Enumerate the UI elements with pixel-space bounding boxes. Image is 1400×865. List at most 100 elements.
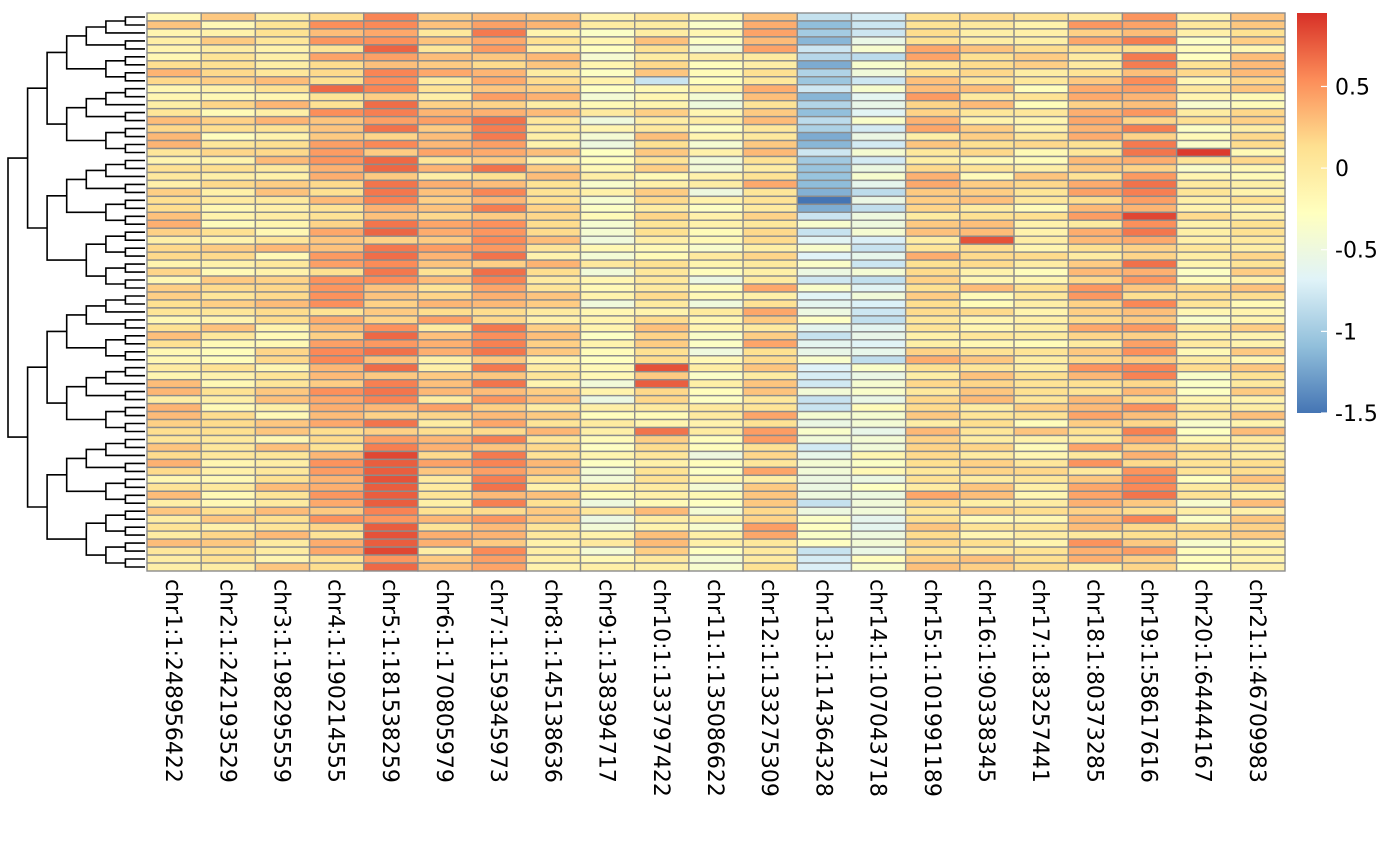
heatmap-cell	[363, 458, 419, 469]
heatmap-cell	[688, 347, 744, 357]
heatmap-cell	[1121, 60, 1178, 70]
heatmap-cell	[308, 259, 365, 269]
heatmap-cell	[308, 386, 365, 397]
dendrogram-branch	[124, 40, 145, 50]
dendrogram-branch	[124, 406, 145, 417]
heatmap-cell	[959, 123, 1015, 134]
heatmap-cell	[525, 522, 582, 532]
heatmap-cell	[146, 363, 202, 373]
heatmap-cell	[308, 498, 365, 508]
heatmap-cell	[1067, 44, 1124, 54]
heatmap-cell	[525, 378, 582, 389]
dendrogram-branch	[46, 474, 87, 540]
heatmap-cell	[308, 283, 365, 293]
heatmap-cell	[634, 291, 690, 301]
heatmap-cell	[471, 514, 528, 524]
heatmap-cell	[471, 179, 528, 190]
heatmap-cell	[417, 538, 473, 548]
heatmap-cell	[417, 474, 473, 485]
heatmap-cell	[363, 506, 419, 516]
heatmap-cell	[417, 92, 473, 102]
heatmap-cell	[1013, 418, 1069, 429]
heatmap-cell	[959, 203, 1015, 213]
heatmap-cell	[850, 243, 907, 253]
heatmap-cell	[904, 394, 961, 405]
heatmap-cell	[308, 522, 365, 532]
heatmap-cell	[1175, 211, 1232, 221]
heatmap-cell	[1067, 171, 1124, 182]
heatmap-cell	[146, 275, 202, 285]
heatmap-cell	[850, 139, 907, 150]
heatmap-cell	[525, 179, 582, 190]
heatmap-cell	[1013, 123, 1069, 134]
heatmap-cell	[308, 450, 365, 461]
heatmap-cell	[363, 323, 419, 333]
heatmap-cell	[904, 163, 961, 174]
heatmap-cell	[904, 171, 961, 182]
heatmap-cell	[904, 123, 961, 134]
heatmap-cell	[417, 267, 473, 277]
heatmap-cell	[850, 123, 907, 134]
heatmap-cell	[254, 20, 311, 30]
heatmap-cell	[796, 52, 853, 62]
heatmap-cell	[850, 219, 907, 229]
heatmap-cell	[579, 60, 636, 70]
heatmap-cell	[308, 562, 365, 572]
heatmap-cell	[417, 52, 473, 62]
heatmap-cell	[417, 84, 473, 94]
heatmap-cell	[850, 426, 907, 437]
heatmap-cell	[1121, 522, 1178, 532]
heatmap-cell	[254, 514, 311, 524]
heatmap-cell	[1230, 490, 1286, 500]
heatmap-cell	[959, 99, 1015, 110]
heatmap-cell	[146, 139, 202, 150]
heatmap-cell	[634, 107, 690, 118]
heatmap-cell	[688, 211, 744, 221]
heatmap-cell	[579, 267, 636, 277]
heatmap-cell	[417, 378, 473, 389]
heatmap-cell	[1175, 227, 1232, 237]
heatmap-cell	[417, 203, 473, 213]
heatmap-cell	[742, 498, 798, 508]
heatmap-cell	[688, 378, 744, 389]
heatmap-cell	[1230, 147, 1286, 158]
heatmap-cell	[525, 12, 582, 22]
heatmap-cell	[525, 514, 582, 524]
heatmap-cell	[254, 179, 311, 190]
heatmap-cell	[1121, 490, 1178, 500]
heatmap-cell	[1121, 530, 1178, 540]
heatmap-cell	[850, 331, 907, 341]
heatmap-cell	[363, 147, 419, 158]
heatmap-cell	[417, 76, 473, 86]
heatmap-cell	[1175, 131, 1232, 142]
heatmap-cell	[200, 163, 257, 174]
heatmap-cell	[471, 123, 528, 134]
heatmap-cell	[850, 259, 907, 269]
heatmap-cell	[579, 243, 636, 253]
dendrogram-branch	[124, 127, 145, 138]
heatmap-cell	[525, 323, 582, 333]
heatmap-cell	[308, 315, 365, 325]
heatmap-cell	[471, 482, 528, 492]
heatmap-cell	[471, 331, 528, 341]
heatmap-cell	[417, 195, 473, 206]
dendrogram-branch	[85, 448, 126, 469]
heatmap-cell	[634, 482, 690, 492]
heatmap-cell	[1067, 554, 1124, 564]
heatmap-cell	[904, 331, 961, 341]
heatmap-cell	[634, 68, 690, 78]
heatmap-cell	[634, 426, 690, 437]
heatmap-cell	[1067, 339, 1124, 349]
heatmap-cell	[1067, 394, 1124, 405]
dendrogram-branch	[105, 267, 126, 285]
heatmap-cell	[1013, 203, 1069, 213]
dendrogram-branch	[85, 522, 106, 556]
heatmap-cell	[308, 227, 365, 237]
heatmap-cell	[742, 115, 798, 126]
heatmap-cell	[688, 514, 744, 524]
heatmap-cell	[200, 115, 257, 126]
heatmap-cell	[1230, 466, 1286, 477]
heatmap-cell	[146, 195, 202, 206]
heatmap-cell	[417, 466, 473, 477]
column-label: chr8:1:145138636	[539, 579, 564, 783]
